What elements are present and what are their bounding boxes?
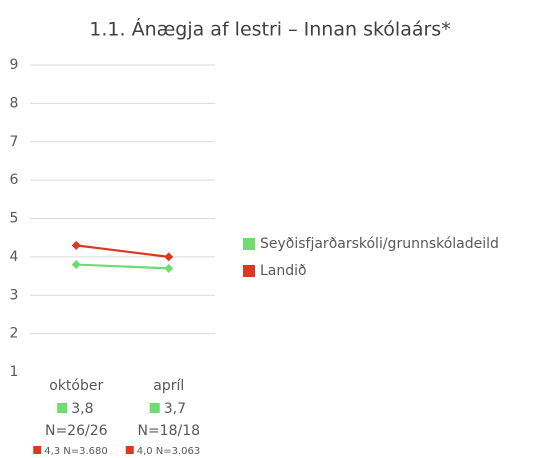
table-value: 4,0 xyxy=(137,446,153,457)
x-tick-label: apríl xyxy=(153,378,184,394)
table-value: 3,7 xyxy=(164,401,186,417)
y-tick-label: 3 xyxy=(10,287,19,303)
legend-label: Landið xyxy=(260,263,307,279)
y-tick-label: 9 xyxy=(10,57,19,73)
table-value: 3,8 xyxy=(71,401,93,417)
table-value: 4,3 xyxy=(44,446,60,457)
y-tick-label: 2 xyxy=(10,326,19,342)
y-tick-label: 8 xyxy=(10,95,19,111)
legend-label: Seyðisfjarðarskóli/grunnskóladeild xyxy=(260,236,499,252)
legend-swatch xyxy=(243,265,255,277)
y-tick-label: 4 xyxy=(10,249,19,265)
table-n: N=3.063 xyxy=(156,446,201,457)
table-swatch xyxy=(57,403,68,413)
series-line xyxy=(76,244,169,258)
marker xyxy=(164,252,174,262)
y-tick-label: 7 xyxy=(10,134,19,150)
y-tick-label: 1 xyxy=(10,364,19,380)
chart-title: 1.1. Ánægja af lestri – Innan skólaárs* xyxy=(89,18,450,41)
legend-swatch xyxy=(243,238,255,250)
marker xyxy=(71,260,81,270)
table-n: N=18/18 xyxy=(137,423,200,439)
marker xyxy=(164,263,174,273)
y-tick-label: 6 xyxy=(10,172,19,188)
x-tick-label: október xyxy=(49,378,103,394)
marker xyxy=(71,240,81,250)
series-line xyxy=(76,263,169,270)
table-swatch xyxy=(149,403,160,413)
table-swatch xyxy=(125,446,134,454)
y-tick-label: 5 xyxy=(10,211,19,227)
table-n: N=3.680 xyxy=(63,446,108,457)
table-swatch xyxy=(33,446,42,454)
table-n: N=26/26 xyxy=(45,423,108,439)
